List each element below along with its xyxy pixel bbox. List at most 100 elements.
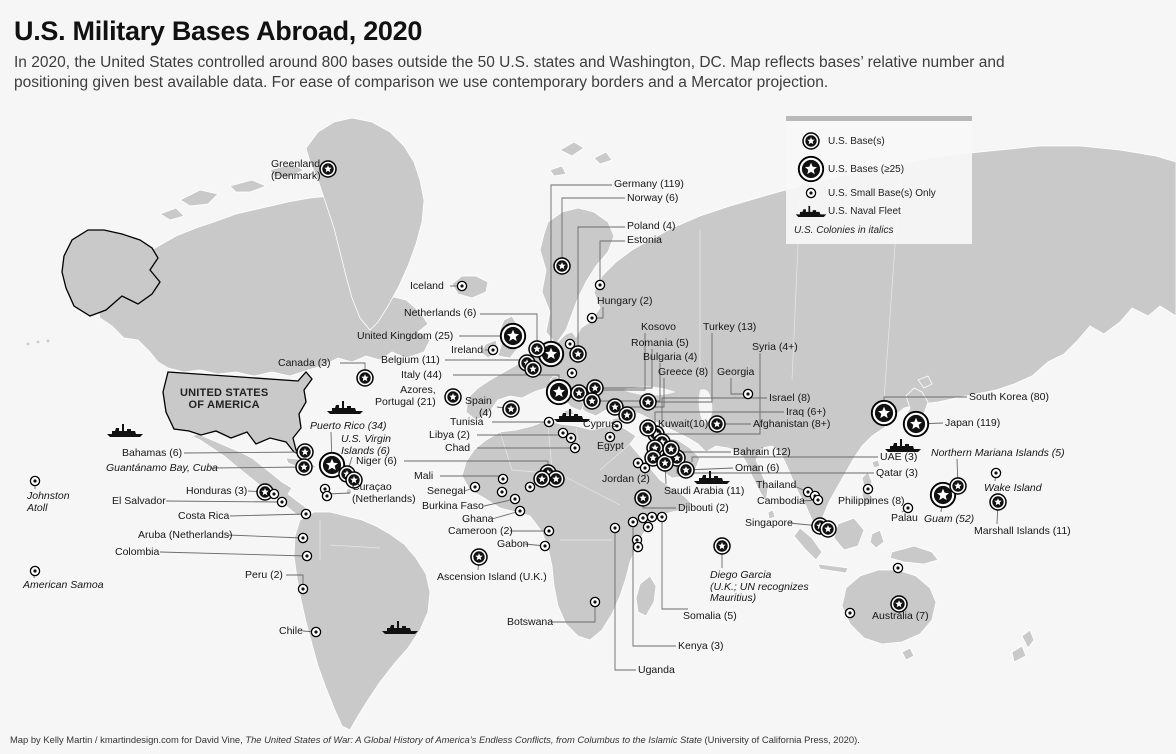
base-large-marker <box>318 451 346 479</box>
leader-line <box>730 378 748 395</box>
base-marker <box>890 595 908 613</box>
legend-label: U.S. Naval Fleet <box>828 205 901 217</box>
legend-item-naval-fleet: U.S. Naval Fleet <box>794 203 964 219</box>
small-base-marker <box>469 481 481 493</box>
base-marker <box>502 400 520 418</box>
small-base-marker <box>497 473 509 485</box>
small-base-marker <box>268 488 280 500</box>
usa-outline <box>162 371 313 457</box>
credit-suffix: (University of California Press, 2020). <box>701 734 860 745</box>
naval-fleet-marker <box>327 401 363 414</box>
small-base-marker <box>892 562 904 574</box>
page-title: U.S. Military Bases Abroad, 2020 <box>14 16 423 46</box>
leader-line <box>632 522 676 647</box>
leader-line <box>599 333 646 391</box>
small-base-marker <box>524 481 536 493</box>
leader-line <box>165 500 283 503</box>
small-base-marker <box>566 367 578 379</box>
base-large-marker <box>545 378 573 406</box>
credit-book-title: The United States of War: A Global Histo… <box>245 734 702 745</box>
small-base-marker <box>276 496 288 508</box>
small-base-marker <box>632 541 644 553</box>
small-base-marker <box>564 338 576 350</box>
base-marker <box>256 483 274 501</box>
leader-line <box>183 451 306 454</box>
leader-line <box>661 397 767 442</box>
base-marker <box>533 470 551 488</box>
base-marker <box>524 360 542 378</box>
base-marker <box>569 345 587 363</box>
base-marker <box>319 160 337 178</box>
leader-line <box>599 240 625 285</box>
small-base-marker <box>632 457 644 469</box>
leader-line <box>577 226 625 354</box>
credit-line: Map by Kelly Martin / kmartindesign.com … <box>10 734 860 745</box>
small-base-marker <box>637 512 649 524</box>
small-base-marker <box>586 312 598 324</box>
legend-label: U.S. Bases (≥25) <box>828 163 905 175</box>
base-marker <box>677 461 695 479</box>
base-large-marker <box>499 322 527 350</box>
small-base-marker <box>539 540 551 552</box>
small-base-marker <box>301 550 313 562</box>
small-base-marker <box>844 607 856 619</box>
small-base-marker <box>646 511 658 523</box>
base-marker <box>634 489 652 507</box>
small-base-marker <box>514 505 526 517</box>
base-large-marker <box>870 399 898 427</box>
legend: U.S. Base(s) U.S. Bases (≥25) U.S. Small… <box>786 116 972 244</box>
base-marker <box>802 132 820 150</box>
legend-item-small-base: U.S. Small Base(s) Only <box>794 186 964 200</box>
small-base-marker <box>29 565 41 577</box>
small-base-marker <box>29 475 41 487</box>
small-base-icon <box>805 187 817 199</box>
leader-line <box>480 313 538 349</box>
leader-line <box>691 456 878 462</box>
leader-line <box>445 359 528 363</box>
naval-fleet-marker <box>554 409 590 422</box>
legend-label: U.S. Small Base(s) Only <box>828 187 936 199</box>
small-base-marker <box>496 486 508 498</box>
base-marker <box>553 257 571 275</box>
small-base-marker <box>642 521 654 533</box>
small-base-marker <box>557 427 569 439</box>
base-marker <box>662 440 680 458</box>
small-base-marker <box>639 462 651 474</box>
base-marker <box>470 548 488 566</box>
alaska-outline <box>61 229 161 317</box>
small-base-marker <box>609 522 621 534</box>
small-base-marker <box>569 442 581 454</box>
naval-fleet-marker <box>885 439 921 452</box>
base-large-marker <box>797 155 825 183</box>
base-marker <box>618 406 636 424</box>
naval-fleet-marker <box>795 205 827 217</box>
naval-fleet-marker <box>382 621 418 634</box>
leader-line <box>227 534 304 539</box>
small-base-marker <box>589 596 601 608</box>
page-subtitle: In 2020, the United States controlled ar… <box>14 54 1005 91</box>
leader-line <box>483 498 516 507</box>
small-base-marker <box>543 525 555 537</box>
base-marker <box>583 392 601 410</box>
base-marker <box>989 493 1007 511</box>
base-marker <box>713 537 731 555</box>
naval-fleet-marker <box>107 424 143 437</box>
header: U.S. Military Bases Abroad, 2020 In 2020… <box>14 16 1164 93</box>
small-base-marker <box>656 511 668 523</box>
small-base-marker <box>297 583 309 595</box>
leader-line <box>561 197 625 266</box>
small-base-marker <box>509 493 521 505</box>
small-base-marker <box>297 532 309 544</box>
legend-item-base-lg: U.S. Bases (≥25) <box>794 155 964 183</box>
small-base-marker <box>487 344 499 356</box>
legend-label: U.S. Base(s) <box>828 135 885 147</box>
small-base-marker <box>594 279 606 291</box>
base-marker <box>708 415 726 433</box>
base-icon <box>802 132 820 150</box>
leader-line <box>648 333 713 403</box>
small-base-marker <box>543 416 555 428</box>
leader-line <box>159 551 308 557</box>
base-marker <box>296 443 314 461</box>
small-base-marker <box>611 420 623 432</box>
